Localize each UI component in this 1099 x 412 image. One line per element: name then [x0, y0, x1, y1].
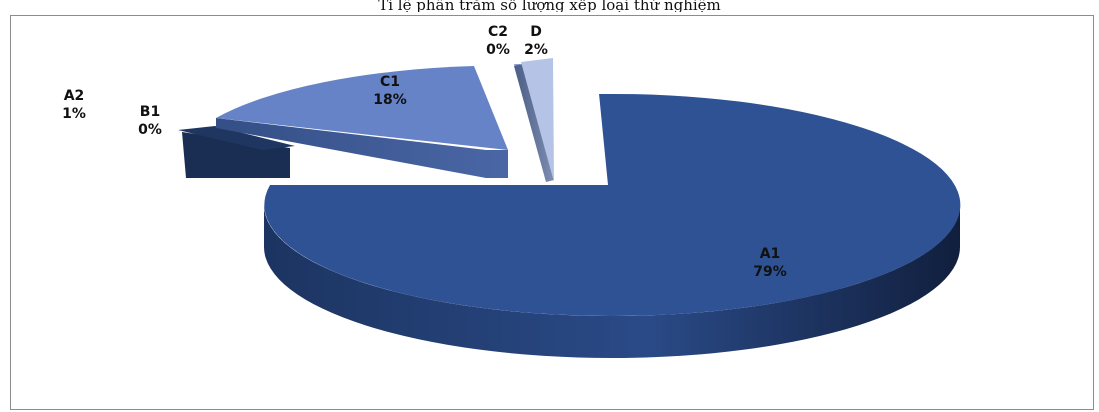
data-label-a2-percent: 1% [62, 106, 86, 122]
data-label-c2-name: C2 [488, 24, 508, 40]
slice-c1 [216, 66, 508, 150]
slice-a1-side [264, 205, 960, 358]
slice-d [521, 58, 554, 182]
slice-c1-side [216, 118, 508, 178]
data-label-d-percent: 2% [524, 42, 548, 58]
slice-b1 [182, 132, 290, 178]
slice-a2 [178, 126, 295, 150]
data-label-a2-name: A2 [64, 88, 85, 104]
data-label-b1-percent: 0% [138, 122, 162, 138]
chart-caption: Tỉ lệ phần trăm số lượng xếp loại thử ng… [378, 0, 721, 12]
slice-d-side [514, 64, 554, 182]
data-label-c2-percent: 0% [486, 42, 510, 58]
data-label-a1-percent: 79% [753, 264, 787, 280]
data-label-d-name: D [530, 24, 542, 40]
data-label-b1-name: B1 [140, 104, 160, 120]
slice-a1 [264, 93, 961, 316]
data-label-c1-name: C1 [380, 74, 400, 90]
data-label-a1-name: A1 [760, 246, 781, 262]
data-label-c1-percent: 18% [373, 92, 407, 108]
